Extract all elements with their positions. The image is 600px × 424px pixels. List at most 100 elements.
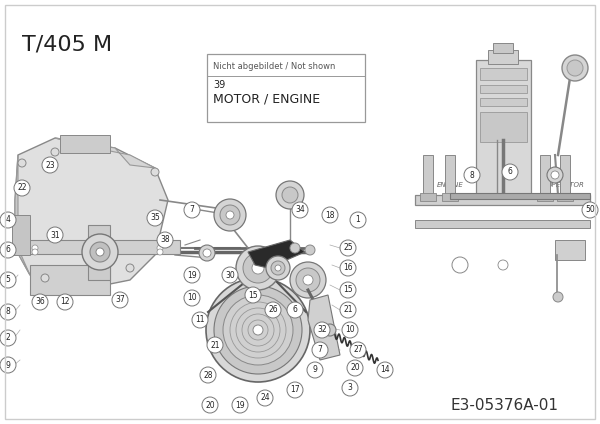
Bar (493, 43, 513, 53)
Circle shape (452, 257, 468, 273)
Circle shape (340, 260, 356, 276)
Polygon shape (55, 138, 155, 168)
Polygon shape (15, 155, 30, 275)
Text: ENGINE: ENGINE (437, 182, 464, 188)
Text: 15: 15 (248, 290, 258, 299)
Bar (480, 85, 527, 93)
Text: 26: 26 (268, 306, 278, 315)
Circle shape (245, 287, 261, 303)
Circle shape (112, 292, 128, 308)
Bar (537, 193, 553, 201)
Text: 9: 9 (5, 360, 10, 369)
Circle shape (292, 202, 308, 218)
Circle shape (464, 167, 480, 183)
Bar (476, 60, 531, 200)
Circle shape (184, 267, 200, 283)
Polygon shape (248, 240, 305, 268)
Circle shape (340, 302, 356, 318)
Text: 10: 10 (345, 326, 355, 335)
Circle shape (303, 275, 313, 285)
Circle shape (214, 286, 302, 374)
Bar (30, 265, 110, 295)
Text: 9: 9 (313, 365, 317, 374)
Text: 6: 6 (293, 306, 298, 315)
Text: 50: 50 (585, 206, 595, 215)
Text: MOTOR / ENGINE: MOTOR / ENGINE (213, 93, 320, 106)
Circle shape (51, 148, 59, 156)
Circle shape (236, 246, 280, 290)
Text: 31: 31 (50, 231, 60, 240)
Circle shape (32, 245, 38, 251)
Bar (445, 155, 455, 200)
Circle shape (287, 302, 303, 318)
Circle shape (226, 211, 234, 219)
Circle shape (202, 397, 218, 413)
Text: 37: 37 (115, 296, 125, 304)
Circle shape (498, 260, 508, 270)
Circle shape (287, 382, 303, 398)
Circle shape (290, 243, 300, 253)
Text: 15: 15 (343, 285, 353, 295)
Bar (12, 215, 30, 255)
Text: T/405 M: T/405 M (22, 35, 112, 55)
Circle shape (342, 322, 358, 338)
Text: 24: 24 (260, 393, 270, 402)
Text: 8: 8 (470, 170, 475, 179)
Circle shape (32, 249, 38, 255)
Text: 23: 23 (45, 161, 55, 170)
Text: 5: 5 (5, 276, 10, 285)
Text: 12: 12 (60, 298, 70, 307)
Circle shape (350, 342, 366, 358)
Bar (560, 155, 570, 200)
Circle shape (57, 294, 73, 310)
Circle shape (96, 248, 104, 256)
Circle shape (350, 212, 366, 228)
Circle shape (157, 245, 163, 251)
Text: 21: 21 (343, 306, 353, 315)
Circle shape (32, 294, 48, 310)
Circle shape (271, 261, 285, 275)
Circle shape (14, 180, 30, 196)
Circle shape (342, 380, 358, 396)
Bar (480, 112, 527, 142)
Text: 30: 30 (225, 271, 235, 279)
Text: 20: 20 (205, 401, 215, 410)
Circle shape (184, 202, 200, 218)
Circle shape (275, 265, 281, 271)
Bar (442, 193, 458, 201)
Text: 10: 10 (187, 293, 197, 302)
Text: 34: 34 (295, 206, 305, 215)
Circle shape (0, 357, 16, 373)
Circle shape (147, 210, 163, 226)
Circle shape (184, 290, 200, 306)
Bar (488, 50, 518, 64)
Text: 16: 16 (343, 263, 353, 273)
Circle shape (324, 324, 336, 336)
Circle shape (553, 292, 563, 302)
Circle shape (90, 242, 110, 262)
Text: 25: 25 (343, 243, 353, 253)
Bar (420, 193, 436, 201)
Circle shape (257, 390, 273, 406)
Circle shape (290, 262, 326, 298)
Circle shape (18, 159, 26, 167)
Bar (207, 54, 365, 122)
Text: 6: 6 (508, 167, 512, 176)
Text: 1: 1 (356, 215, 361, 224)
Text: 35: 35 (150, 214, 160, 223)
Circle shape (200, 367, 216, 383)
Text: 21: 21 (210, 340, 220, 349)
Text: 32: 32 (317, 326, 327, 335)
Circle shape (266, 256, 290, 280)
Circle shape (322, 207, 338, 223)
Text: 22: 22 (17, 184, 27, 192)
Circle shape (340, 282, 356, 298)
Bar (423, 155, 433, 200)
Text: 19: 19 (235, 401, 245, 410)
Polygon shape (15, 138, 168, 290)
Circle shape (243, 253, 273, 283)
Circle shape (207, 337, 223, 353)
Circle shape (547, 167, 563, 183)
Bar (480, 98, 527, 106)
Circle shape (203, 249, 211, 257)
